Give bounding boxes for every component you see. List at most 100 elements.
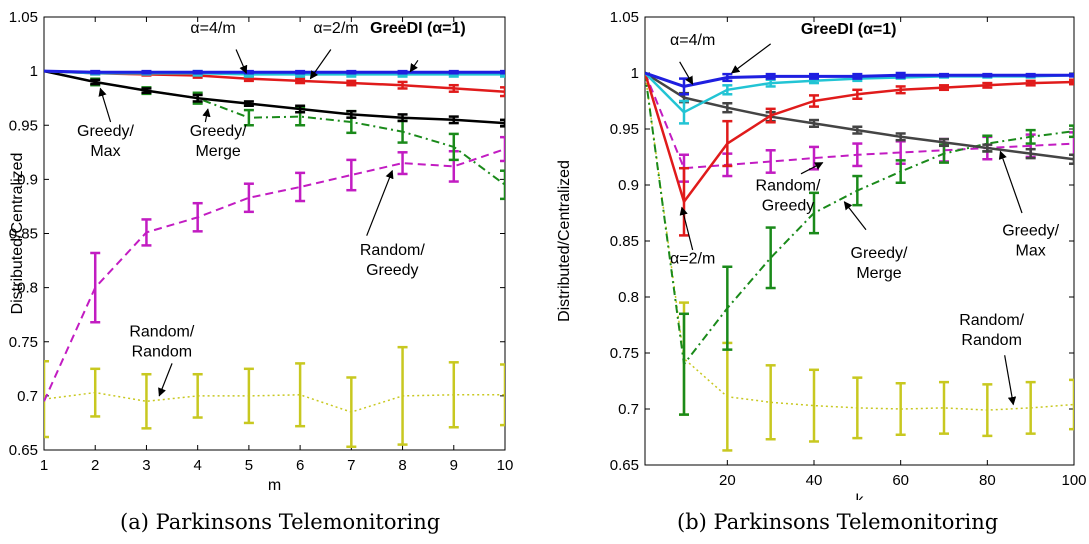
annotation-label: α=2/m [313, 20, 358, 37]
annotation-arrow [202, 108, 211, 123]
series-line-greedi [44, 69, 505, 74]
annotation-arrow [309, 49, 332, 80]
annotation-arrow [409, 59, 419, 73]
annotation-label: Merge [856, 265, 901, 282]
annotation-label: α=4/m [190, 20, 235, 37]
series-line-alpha2 [645, 72, 1074, 204]
annotation-label: Random/ [959, 312, 1024, 329]
annotation-alpha4: α=4/m [670, 32, 715, 85]
plot-frame [43, 16, 506, 451]
annotation-alpha2: α=2/m [309, 20, 359, 80]
annotation-greedy-max: Greedy/Max [77, 87, 134, 160]
series-line-random-greedy [645, 72, 1074, 170]
series-greedi [645, 71, 1074, 96]
x-tick-label: 5 [245, 457, 253, 474]
annotation-arrow [98, 87, 112, 123]
series-greedy-max [44, 69, 505, 128]
y-tick-label: 0.85 [9, 226, 38, 243]
chart-b: 0.65 0.7 0.75 0.8 0.85 0.9 0.95 1 1.05 20 40 60 80 10… [556, 9, 1087, 500]
annotation-label: Random/ [756, 178, 821, 195]
y-axis-label: Distributed/Centralized [556, 160, 573, 322]
y-tick-label: 0.85 [610, 233, 639, 250]
y-tick-label: 0.65 [610, 457, 639, 474]
annotation-label: α=4/m [670, 32, 715, 49]
y-tick-label: 0.65 [9, 442, 38, 459]
annotation-label: Random [961, 332, 1021, 349]
x-tick-label: 60 [892, 472, 909, 489]
y-tick-label: 0.8 [618, 289, 639, 306]
annotation-arrow [235, 49, 248, 75]
annotation-greedy-max: Greedy/Max [998, 150, 1060, 259]
x-tick-label: 8 [398, 457, 406, 474]
caption-b: (b) Parkinsons Telemonitoring [677, 510, 999, 534]
y-tick-label: 0.9 [618, 177, 639, 194]
y-tick-label: 0.95 [610, 121, 639, 138]
x-tick-label: 7 [347, 457, 355, 474]
annotation-label: Merge [195, 143, 240, 160]
annotation-label: GreeDI (α=1) [801, 21, 897, 38]
annotation-arrow [366, 169, 394, 236]
x-tick-label: 100 [1061, 472, 1086, 489]
y-tick-label: 1.05 [9, 9, 38, 26]
plot-area [645, 71, 1074, 452]
annotation-random-greedy: Random/Greedy [756, 162, 824, 215]
series-greedy-merge [645, 72, 1074, 416]
annotation-random-random: Random/Random [129, 323, 195, 397]
x-tick-label: 2 [91, 457, 99, 474]
annotation-label: α=2/m [670, 250, 715, 267]
annotation-label: Greedy/ [851, 245, 908, 262]
series-random-random [645, 72, 1074, 452]
annotation-greedy-merge: Greedy/Merge [843, 201, 908, 282]
annotation-label: Greedy [366, 262, 418, 279]
annotation-alpha4: α=4/m [190, 20, 248, 75]
y-tick-label: 0.75 [610, 345, 639, 362]
annotation-arrow [679, 61, 694, 85]
x-axis-label: m [268, 477, 281, 494]
series-line-random-greedy [44, 148, 505, 402]
series-alpha2 [645, 72, 1074, 237]
y-tick-label: 1 [30, 63, 38, 80]
annotation-label: Max [1016, 242, 1046, 259]
annotation-arrow [843, 201, 867, 231]
x-tick-label: 1 [40, 457, 48, 474]
annotation-greedi: GreeDI (α=1) [370, 20, 466, 73]
annotation-greedi: GreeDI (α=1) [730, 21, 897, 74]
plot-area [44, 69, 505, 449]
x-tick-label: 20 [719, 472, 736, 489]
annotation-arrow [1004, 355, 1017, 406]
annotation-label: Random/ [360, 242, 425, 259]
annotation-label: Greedy/ [1002, 222, 1059, 239]
x-tick-label: 80 [979, 472, 996, 489]
chart-a: 0.65 0.7 0.75 0.8 0.85 0.9 0.95 1 1.05 1 2 3 4 5 6 7 8 9 1… [9, 9, 514, 494]
series-line-greedy-max [44, 69, 505, 125]
y-axis-label: Distributed/Centralized [9, 153, 26, 315]
annotation-arrow [158, 363, 173, 397]
series-greedi [44, 69, 505, 75]
series-line-greedi [645, 71, 1074, 88]
y-tick-label: 1.05 [610, 9, 639, 26]
annotation-arrow [730, 43, 772, 74]
series-line-greedy-max [645, 71, 1074, 161]
annotation-arrow [679, 206, 694, 251]
x-tick-label: 6 [296, 457, 304, 474]
series-greedy-max [645, 71, 1074, 165]
annotation-arrow [998, 150, 1023, 214]
annotation-greedy-merge: Greedy/Merge [190, 108, 247, 160]
annotation-random-greedy: Random/Greedy [360, 169, 425, 279]
caption-a: (a) Parkinsons Telemonitoring [120, 510, 441, 534]
y-tick-label: 0.7 [17, 388, 38, 405]
y-tick-label: 0.8 [17, 280, 38, 297]
y-tick-label: 0.75 [9, 334, 38, 351]
series-line-random-random [44, 391, 505, 413]
annotation-label: Greedy/ [77, 123, 134, 140]
series-random-random [44, 345, 505, 449]
y-tick-label: 0.95 [9, 117, 38, 134]
annotation-alpha2: α=2/m [670, 206, 715, 267]
x-tick-label: 9 [450, 457, 458, 474]
x-tick-label: 4 [193, 457, 201, 474]
annotation-label: GreeDI (α=1) [370, 20, 466, 37]
annotation-arrow [800, 162, 824, 175]
series-line-random-random [645, 72, 1074, 411]
x-tick-label: 40 [806, 472, 823, 489]
